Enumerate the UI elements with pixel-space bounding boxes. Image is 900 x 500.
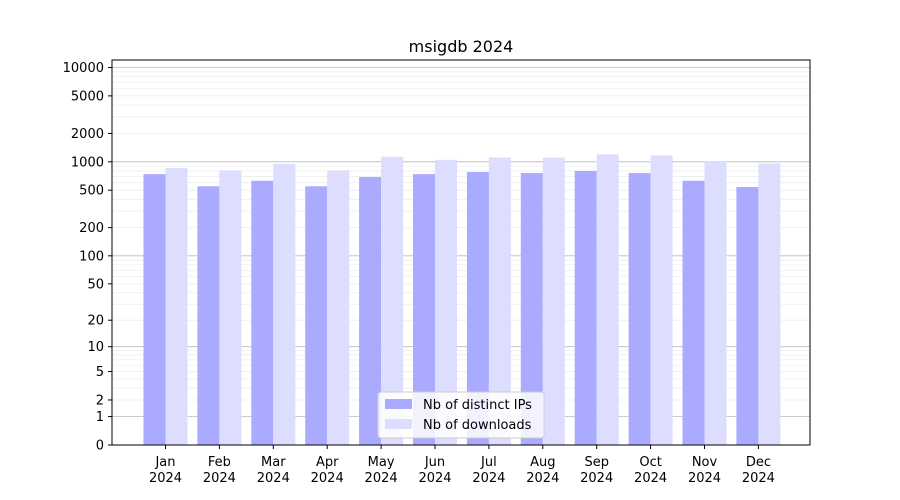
y-tick-label: 10	[87, 340, 104, 355]
bar-distinct-ips	[359, 177, 382, 445]
bar-distinct-ips	[143, 174, 166, 446]
bar-downloads	[542, 157, 565, 446]
bar-distinct-ips	[682, 180, 705, 446]
y-tick-label: 1	[96, 410, 104, 425]
bar-downloads	[650, 155, 673, 445]
plot-frame	[111, 59, 811, 446]
bar-distinct-ips	[520, 173, 543, 445]
y-tick-label: 5	[96, 365, 104, 380]
legend-label: Nb of downloads	[423, 418, 532, 433]
bar-distinct-ips	[197, 186, 220, 445]
bar-distinct-ips	[574, 170, 597, 445]
x-tick-label: Nov 2024	[688, 455, 721, 486]
x-tick-label: Jul 2024	[472, 455, 505, 486]
bar-downloads	[273, 163, 296, 445]
bar-distinct-ips	[251, 180, 274, 446]
y-axis: 0 1 2 5 10 20 50 100 200 500 1000 2000 5000 10000	[63, 61, 112, 454]
y-tick-label: 200	[79, 221, 104, 236]
bar-downloads	[327, 170, 350, 445]
x-tick-label: May 2024	[365, 455, 398, 486]
legend-swatch	[385, 399, 412, 409]
y-tick-label: 5000	[71, 89, 104, 104]
bar-distinct-ips	[413, 174, 435, 446]
legend-box	[377, 391, 545, 439]
x-tick-label: Jun 2024	[418, 455, 451, 486]
y-tick-label: 10000	[63, 61, 104, 76]
x-tick-label: Dec 2024	[742, 455, 775, 486]
y-tick-label: 500	[79, 184, 104, 199]
y-tick-label: 0	[96, 439, 104, 454]
legend-swatch	[385, 419, 412, 429]
bars	[143, 154, 781, 446]
bar-downloads	[758, 163, 781, 445]
x-tick-label: Sep 2024	[580, 455, 613, 486]
bar-distinct-ips	[466, 171, 489, 445]
y-tick-label: 50	[87, 277, 104, 292]
bar-downloads	[165, 167, 188, 445]
y-tick-label: 100	[79, 249, 104, 264]
bar-downloads	[219, 170, 242, 445]
bar-downloads	[488, 157, 511, 446]
bar-distinct-ips	[628, 173, 651, 445]
x-tick-label: Mar 2024	[257, 455, 290, 486]
x-tick-label: Apr 2024	[311, 455, 344, 486]
y-tick-label: 2000	[71, 127, 104, 142]
bar-downloads	[704, 161, 727, 446]
y-tick-label: 20	[87, 314, 104, 329]
chart-title: msigdb 2024	[409, 37, 514, 56]
x-tick-label: Oct 2024	[634, 455, 667, 486]
bar-downloads	[381, 156, 404, 445]
x-tick-label: Aug 2024	[526, 455, 559, 486]
bar-downloads	[596, 154, 619, 446]
bar-downloads	[435, 159, 457, 445]
bar-distinct-ips	[736, 187, 759, 446]
x-tick-label: Jan 2024	[149, 455, 182, 486]
bar-distinct-ips	[305, 186, 328, 445]
x-tick-label: Feb 2024	[203, 455, 236, 486]
x-axis: Jan 2024 Feb 2024 Mar 2024 Apr 2024 May 2024 Jun 20…	[149, 445, 775, 486]
y-tick-label: 2	[96, 393, 104, 408]
legend: Nb of distinct IPs Nb of downloads	[377, 391, 545, 439]
legend-label: Nb of distinct IPs	[423, 398, 532, 413]
y-tick-label: 1000	[71, 155, 104, 170]
